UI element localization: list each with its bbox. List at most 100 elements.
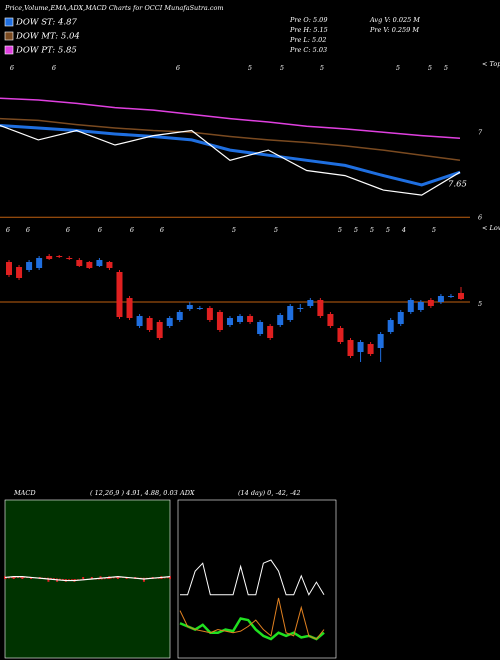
adx-line bbox=[179, 597, 325, 640]
candle-body bbox=[287, 306, 294, 320]
panel bbox=[177, 499, 337, 659]
date-label: 5 bbox=[354, 226, 358, 234]
panel-subtitle: ( 12,26,9 ) 4.91, 4.88, 0.03 bbox=[90, 489, 178, 497]
candle-body bbox=[166, 318, 173, 326]
candle-body bbox=[216, 312, 223, 330]
candle-body bbox=[417, 302, 424, 310]
candle-body bbox=[277, 315, 284, 325]
candle-body bbox=[327, 314, 334, 326]
candle-body bbox=[257, 322, 264, 334]
date-label: 6 bbox=[130, 226, 134, 234]
date-label: 5 bbox=[432, 226, 436, 234]
date-label: 5 bbox=[232, 226, 236, 234]
candle-body bbox=[427, 300, 434, 306]
candle-body bbox=[237, 316, 244, 322]
date-label: 6 bbox=[98, 226, 102, 234]
date-label: 5 bbox=[396, 64, 400, 72]
y-tick-label: 6 bbox=[478, 213, 482, 221]
candle-body bbox=[26, 262, 33, 270]
date-label: 6 bbox=[10, 64, 14, 72]
candle-body bbox=[367, 344, 374, 354]
tops-label: < Tops bbox=[482, 60, 500, 68]
stat: Pre O: 5.09 bbox=[289, 16, 327, 24]
date-label: 6 bbox=[160, 226, 164, 234]
stat: Pre V: 0.259 M bbox=[369, 26, 419, 34]
candle-body bbox=[16, 267, 23, 278]
candle-body bbox=[247, 316, 254, 322]
candle-body bbox=[186, 305, 193, 309]
stat: Avg V: 0.025 M bbox=[369, 16, 420, 24]
last-label: 7.65 bbox=[448, 180, 467, 190]
adx-line bbox=[179, 617, 325, 641]
candle-body bbox=[337, 328, 344, 342]
date-label: 6 bbox=[26, 226, 30, 234]
legend-label: DOW PT: 5.85 bbox=[15, 46, 77, 56]
candle-body bbox=[96, 260, 103, 266]
candle-body bbox=[317, 300, 324, 316]
series-line bbox=[0, 124, 461, 196]
candle-body bbox=[36, 258, 43, 268]
date-label: 5 bbox=[444, 64, 448, 72]
series-line bbox=[0, 97, 461, 139]
date-label: 5 bbox=[428, 64, 432, 72]
date-label: 6 bbox=[6, 226, 10, 234]
legend-swatch bbox=[4, 31, 14, 41]
candle-body bbox=[66, 258, 73, 259]
candle-body bbox=[437, 296, 444, 302]
candle-body bbox=[297, 308, 304, 309]
panel-title: ADX bbox=[179, 489, 195, 497]
candle-body bbox=[357, 342, 364, 352]
stat: Pre L: 5.02 bbox=[289, 36, 326, 44]
candle-body bbox=[196, 308, 203, 309]
candle-body bbox=[347, 340, 354, 356]
stat: Pre H: 5.15 bbox=[289, 26, 328, 34]
candle-body bbox=[6, 262, 12, 275]
candle-body bbox=[176, 312, 183, 320]
lows-label: < Lows bbox=[482, 224, 500, 232]
legend-label: DOW MT: 5.04 bbox=[15, 32, 80, 42]
chart-title: Price,Volume,EMA,ADX,MACD Charts for OCC… bbox=[4, 4, 224, 12]
date-label: 5 bbox=[274, 226, 278, 234]
candle-body bbox=[458, 293, 464, 299]
candle-body bbox=[267, 326, 274, 338]
y-tick-label: 5 bbox=[478, 300, 482, 308]
candle-body bbox=[387, 320, 394, 332]
candle-body bbox=[76, 260, 83, 266]
candle-body bbox=[146, 318, 153, 330]
candle-body bbox=[407, 300, 414, 312]
candle-body bbox=[106, 262, 113, 268]
candle-body bbox=[126, 298, 133, 318]
date-label: 6 bbox=[66, 226, 70, 234]
panel-subtitle: (14 day) 0, -42, -42 bbox=[238, 489, 301, 497]
date-label: 4 bbox=[401, 226, 406, 234]
date-label: 5 bbox=[338, 226, 342, 234]
series-line bbox=[0, 117, 461, 162]
legend-swatch bbox=[4, 45, 14, 55]
candle-body bbox=[136, 316, 143, 326]
candle-body bbox=[86, 262, 93, 268]
date-label: 6 bbox=[52, 64, 56, 72]
adx-line bbox=[180, 559, 325, 596]
candle-body bbox=[397, 312, 404, 324]
candle-body bbox=[116, 272, 123, 317]
date-label: 5 bbox=[370, 226, 374, 234]
stat: Pre C: 5.03 bbox=[289, 46, 327, 54]
macd-line bbox=[4, 576, 171, 582]
candle-body bbox=[56, 256, 63, 257]
panel-title: MACD bbox=[13, 489, 36, 497]
date-label: 5 bbox=[320, 64, 324, 72]
candle-body bbox=[226, 318, 233, 325]
y-tick-label: 7 bbox=[478, 128, 483, 136]
candle-body bbox=[156, 322, 163, 338]
date-label: 6 bbox=[176, 64, 180, 72]
legend-label: DOW ST: 4.87 bbox=[15, 18, 77, 28]
date-label: 5 bbox=[248, 64, 252, 72]
legend-swatch bbox=[4, 17, 14, 27]
candle-body bbox=[46, 256, 53, 259]
candle-body bbox=[447, 296, 454, 297]
date-label: 5 bbox=[386, 226, 390, 234]
date-label: 5 bbox=[280, 64, 284, 72]
candle-body bbox=[377, 334, 384, 348]
